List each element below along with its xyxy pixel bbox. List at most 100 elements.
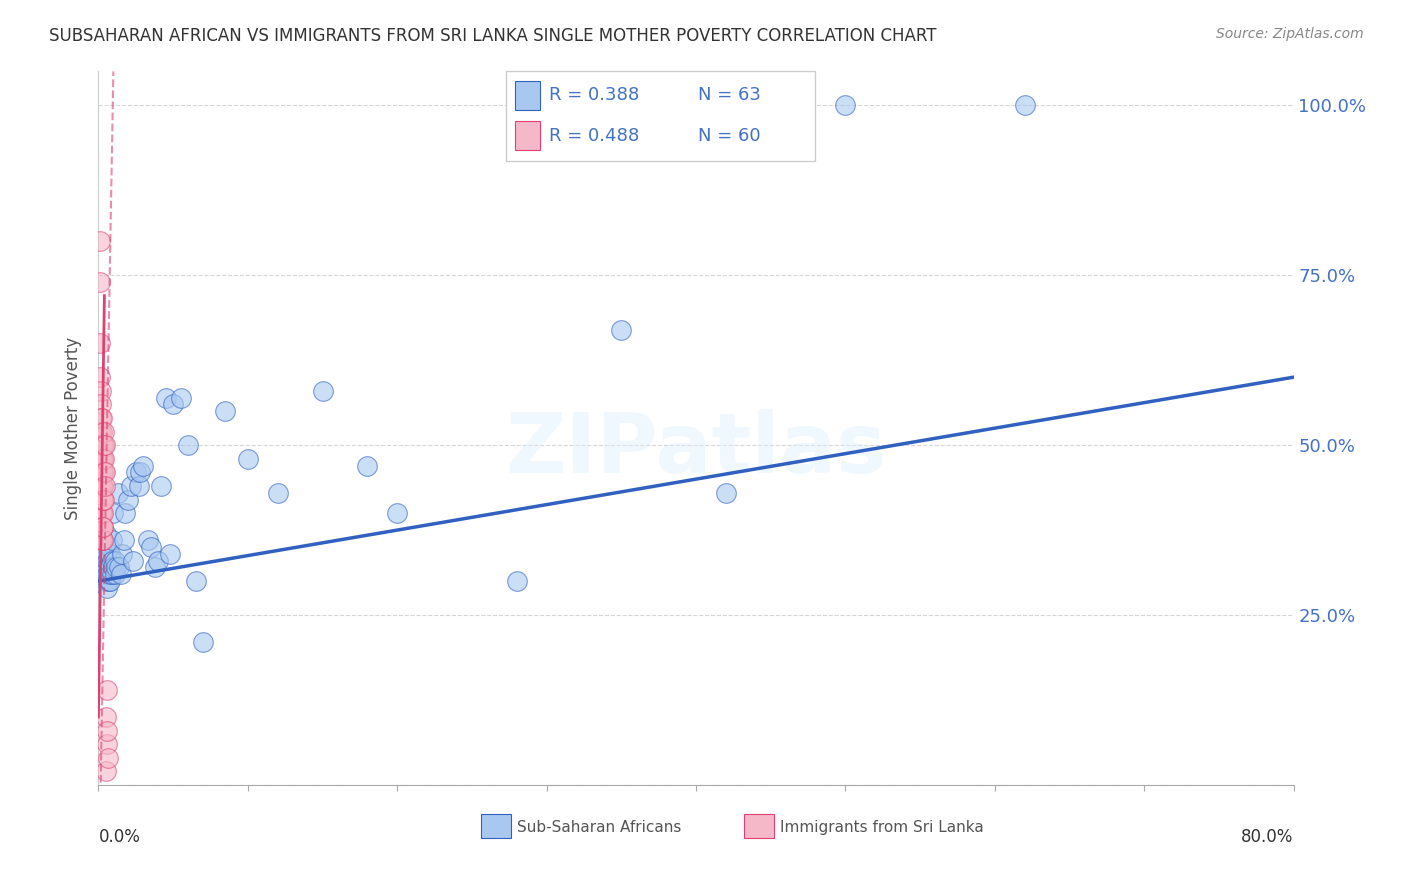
Point [114,506,136,520]
Text: N = 60: N = 60 [697,127,761,145]
Point [125,466,148,480]
Point [714,485,737,500]
Point [610,323,633,337]
Point [89,275,111,289]
Point [91,519,114,533]
Point [267,485,290,500]
Bar [516,121,540,150]
Point [91,506,114,520]
Text: SUBSAHARAN AFRICAN VS IMMIGRANTS FROM SRI LANKA SINGLE MOTHER POVERTY CORRELATIO: SUBSAHARAN AFRICAN VS IMMIGRANTS FROM SR… [49,27,936,45]
Point [91,506,114,520]
Point [120,479,142,493]
Point [90,519,112,533]
Point [89,370,111,384]
Point [94,479,117,493]
Point [90,519,112,533]
Text: Immigrants from Sri Lanka: Immigrants from Sri Lanka [779,821,983,835]
Point [93,451,115,466]
Point [385,506,409,520]
Point [90,554,112,568]
Point [91,560,114,574]
Point [90,425,112,439]
Point [117,492,139,507]
Text: 0.0%: 0.0% [98,828,141,846]
Point [91,466,114,480]
Point [91,492,114,507]
Point [93,466,115,480]
Point [108,560,131,574]
Bar [744,814,773,838]
Point [90,533,112,548]
Point [93,492,115,507]
Point [834,98,856,112]
Point [148,554,170,568]
Point [89,438,111,452]
Point [89,425,111,439]
Point [136,533,159,548]
Point [93,547,115,561]
Bar [481,814,510,838]
Point [105,560,128,574]
Point [90,438,112,452]
Point [162,397,184,411]
Point [91,451,114,466]
Point [94,438,117,452]
Point [90,519,112,533]
Point [356,458,378,473]
Point [97,560,120,574]
Point [184,574,207,588]
Point [91,411,114,425]
Point [96,723,118,738]
Y-axis label: Single Mother Poverty: Single Mother Poverty [65,336,83,520]
Point [139,540,162,554]
Point [104,554,127,568]
Point [90,492,112,507]
Point [104,567,127,582]
Point [107,485,129,500]
Point [94,764,117,779]
Text: ZIPatlas: ZIPatlas [506,409,886,490]
FancyBboxPatch shape [506,71,815,161]
Point [97,751,120,765]
Text: 80.0%: 80.0% [1241,828,1294,846]
Point [91,492,114,507]
Point [90,384,112,398]
Point [1014,98,1036,112]
Point [90,479,112,493]
Point [236,451,259,466]
Point [91,533,114,548]
Point [97,540,120,554]
Point [169,391,191,405]
Point [91,479,114,493]
Point [96,737,118,751]
Point [90,492,112,507]
Point [143,560,166,574]
Point [93,425,115,439]
Point [98,574,122,588]
Point [94,560,117,574]
Point [91,479,114,493]
Point [103,506,125,520]
Point [90,451,112,466]
Point [96,581,118,595]
Point [89,540,111,554]
Point [155,391,177,405]
Point [90,533,112,548]
Point [91,533,114,548]
Point [97,574,120,588]
Point [89,234,111,248]
Point [121,554,143,568]
Point [101,567,124,582]
Point [90,397,112,411]
Point [91,466,114,480]
Point [89,466,111,480]
Point [93,438,115,452]
Point [101,554,124,568]
Point [90,466,112,480]
Point [96,710,118,724]
Point [89,451,111,466]
Point [90,438,112,452]
Text: Source: ZipAtlas.com: Source: ZipAtlas.com [1216,27,1364,41]
Point [93,567,115,582]
Point [311,384,333,398]
